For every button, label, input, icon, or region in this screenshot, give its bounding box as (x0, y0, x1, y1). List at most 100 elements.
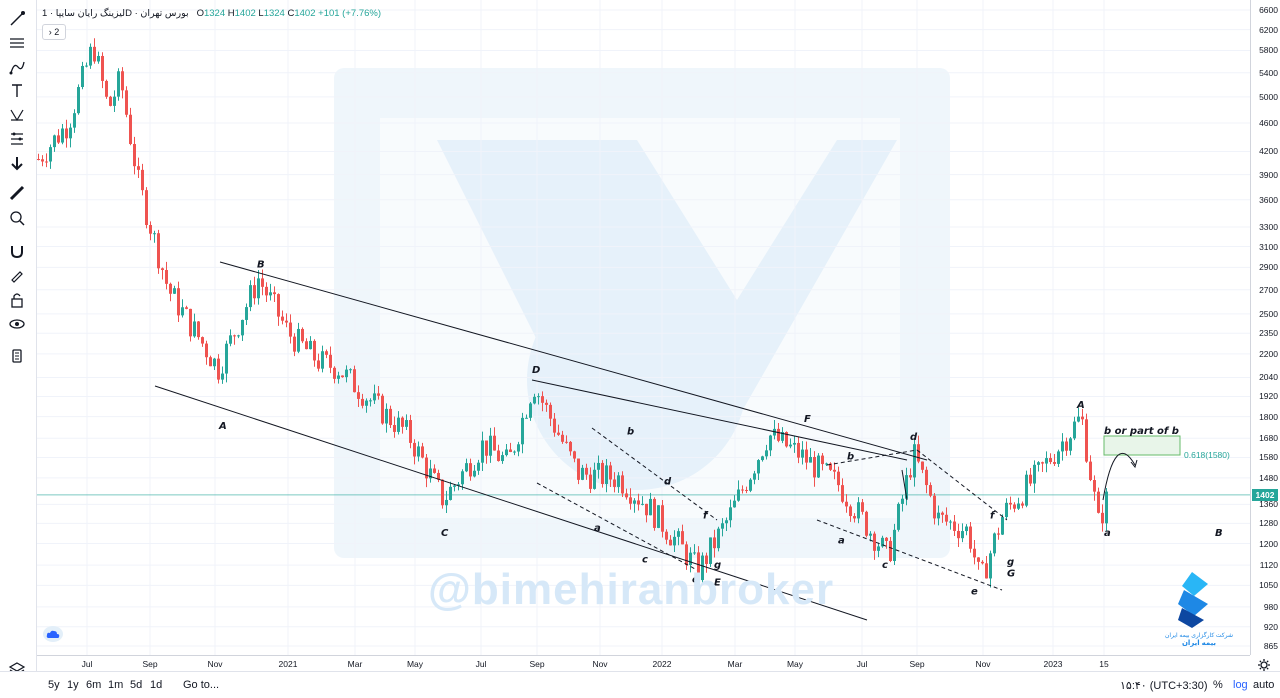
candle-body (645, 503, 648, 516)
goto-button[interactable]: Go to... (183, 679, 220, 691)
zoom-in-icon[interactable] (6, 240, 28, 262)
candle-body (369, 400, 372, 402)
candle-body (1057, 451, 1060, 464)
candle-body (421, 446, 424, 458)
candle-body (77, 87, 80, 114)
legend-close: 1402 (294, 8, 316, 19)
triangle-line-3 (816, 519, 1003, 591)
time-axis[interactable]: Jul Sep Nov 2021 Mar May Jul Sep Nov 2022 Mar May Ju… (37, 655, 1250, 672)
price-tick: 1280 (1259, 518, 1278, 529)
candle-body (333, 367, 336, 379)
price-tick: 1920 (1259, 391, 1278, 402)
candle-body (429, 468, 432, 479)
candle-body (257, 278, 260, 299)
candle-body (577, 458, 580, 480)
candle-body (1069, 438, 1072, 451)
brush-icon[interactable] (6, 80, 28, 102)
time-tick: Sep (142, 659, 158, 669)
arrow-down-icon[interactable] (6, 182, 28, 204)
candle-body (385, 408, 388, 424)
fib-retracement-icon[interactable] (6, 56, 28, 78)
trend-line-icon[interactable] (6, 32, 28, 54)
candle-body (993, 533, 996, 554)
auto-toggle[interactable]: auto (1253, 679, 1275, 691)
candle-body (757, 460, 760, 474)
candle-body (685, 544, 688, 566)
candle-body (569, 441, 572, 452)
candle-body (69, 127, 72, 139)
candle-body (105, 80, 108, 97)
range-1d[interactable]: 1d (150, 679, 163, 691)
prediction-icon[interactable] (6, 152, 28, 174)
wave-label: F (804, 414, 811, 425)
candle-body (1061, 441, 1064, 452)
candle-body (49, 147, 52, 162)
candle-body (769, 435, 772, 451)
wave-label: A (218, 421, 227, 432)
price-tick: 1360 (1259, 499, 1278, 510)
candle-body (513, 451, 516, 453)
projection-arrowhead (1130, 459, 1138, 469)
candle-body (121, 71, 124, 91)
watermark-logo (334, 68, 950, 558)
candle-body (617, 475, 620, 487)
legend-symbol[interactable]: لیزینگ رایان سایپا (55, 8, 126, 19)
candle-body (177, 288, 180, 316)
candle-body (401, 417, 404, 427)
candle-body (601, 462, 604, 484)
time-tick: Sep (529, 659, 545, 669)
brand-caption: شرکت کارگزاری بیمه ایران بیمه ایران (1164, 632, 1234, 648)
candle-body (397, 417, 400, 432)
candle-body (225, 343, 228, 374)
eye-icon[interactable] (6, 345, 28, 367)
candle-body (1029, 474, 1032, 484)
wave-label: B (1215, 528, 1223, 539)
indicators-collapse-button[interactable]: › 2 (42, 24, 66, 40)
range-5y[interactable]: 5y (48, 679, 60, 691)
price-tick: 1120 (1259, 560, 1278, 571)
settings-gear-icon[interactable] (1258, 658, 1270, 676)
magnet-icon[interactable] (6, 264, 28, 286)
brand-caption-line1: شرکت کارگزاری بیمه ایران (1165, 633, 1233, 639)
candle-body (1041, 462, 1044, 464)
range-5d[interactable]: 5d (130, 679, 143, 691)
candle-body (209, 357, 212, 367)
cloud-icon[interactable] (43, 626, 63, 642)
time-tick: Jul (475, 659, 487, 669)
price-tick: 1580 (1259, 452, 1278, 463)
candle-body (113, 96, 116, 106)
pattern-icon[interactable] (6, 128, 28, 150)
time-tick: Mar (347, 659, 363, 669)
range-1y[interactable]: 1y (67, 679, 79, 691)
wave-label: g (1007, 557, 1014, 568)
triangle-line-2 (916, 449, 1008, 521)
timezone-clock[interactable]: ۱۵:۴۰ (UTC+3:30) (1120, 680, 1208, 692)
price-tick: 2500 (1259, 308, 1278, 319)
candle-body (321, 351, 324, 369)
price-tick: 2700 (1259, 284, 1278, 295)
text-icon[interactable] (6, 104, 28, 126)
price-axis[interactable]: 865 920 980 1050 1120 1200 1280 1360 1480 1580 168… (1250, 0, 1280, 655)
candle-body (525, 417, 528, 419)
range-6m[interactable]: 6m (86, 679, 102, 691)
percent-toggle[interactable]: % (1213, 679, 1223, 691)
candle-body (57, 135, 60, 143)
chevron-right-icon: › (48, 27, 52, 37)
unlock-icon[interactable] (6, 313, 28, 335)
log-toggle[interactable]: log (1233, 679, 1248, 691)
candle-body (325, 351, 328, 355)
legend-interval: 1D (42, 8, 132, 19)
lower-channel-line (154, 385, 868, 621)
candle-body (101, 55, 104, 81)
candle-body (801, 449, 804, 458)
ruler-icon[interactable] (6, 207, 28, 229)
lock-drawings-icon[interactable] (6, 289, 28, 311)
candle-body (521, 417, 524, 445)
candle-body (185, 307, 188, 309)
range-1m[interactable]: 1m (108, 679, 124, 691)
candle-body (849, 506, 852, 517)
cursor-cross-icon[interactable] (6, 8, 28, 30)
candle-body (697, 552, 700, 581)
